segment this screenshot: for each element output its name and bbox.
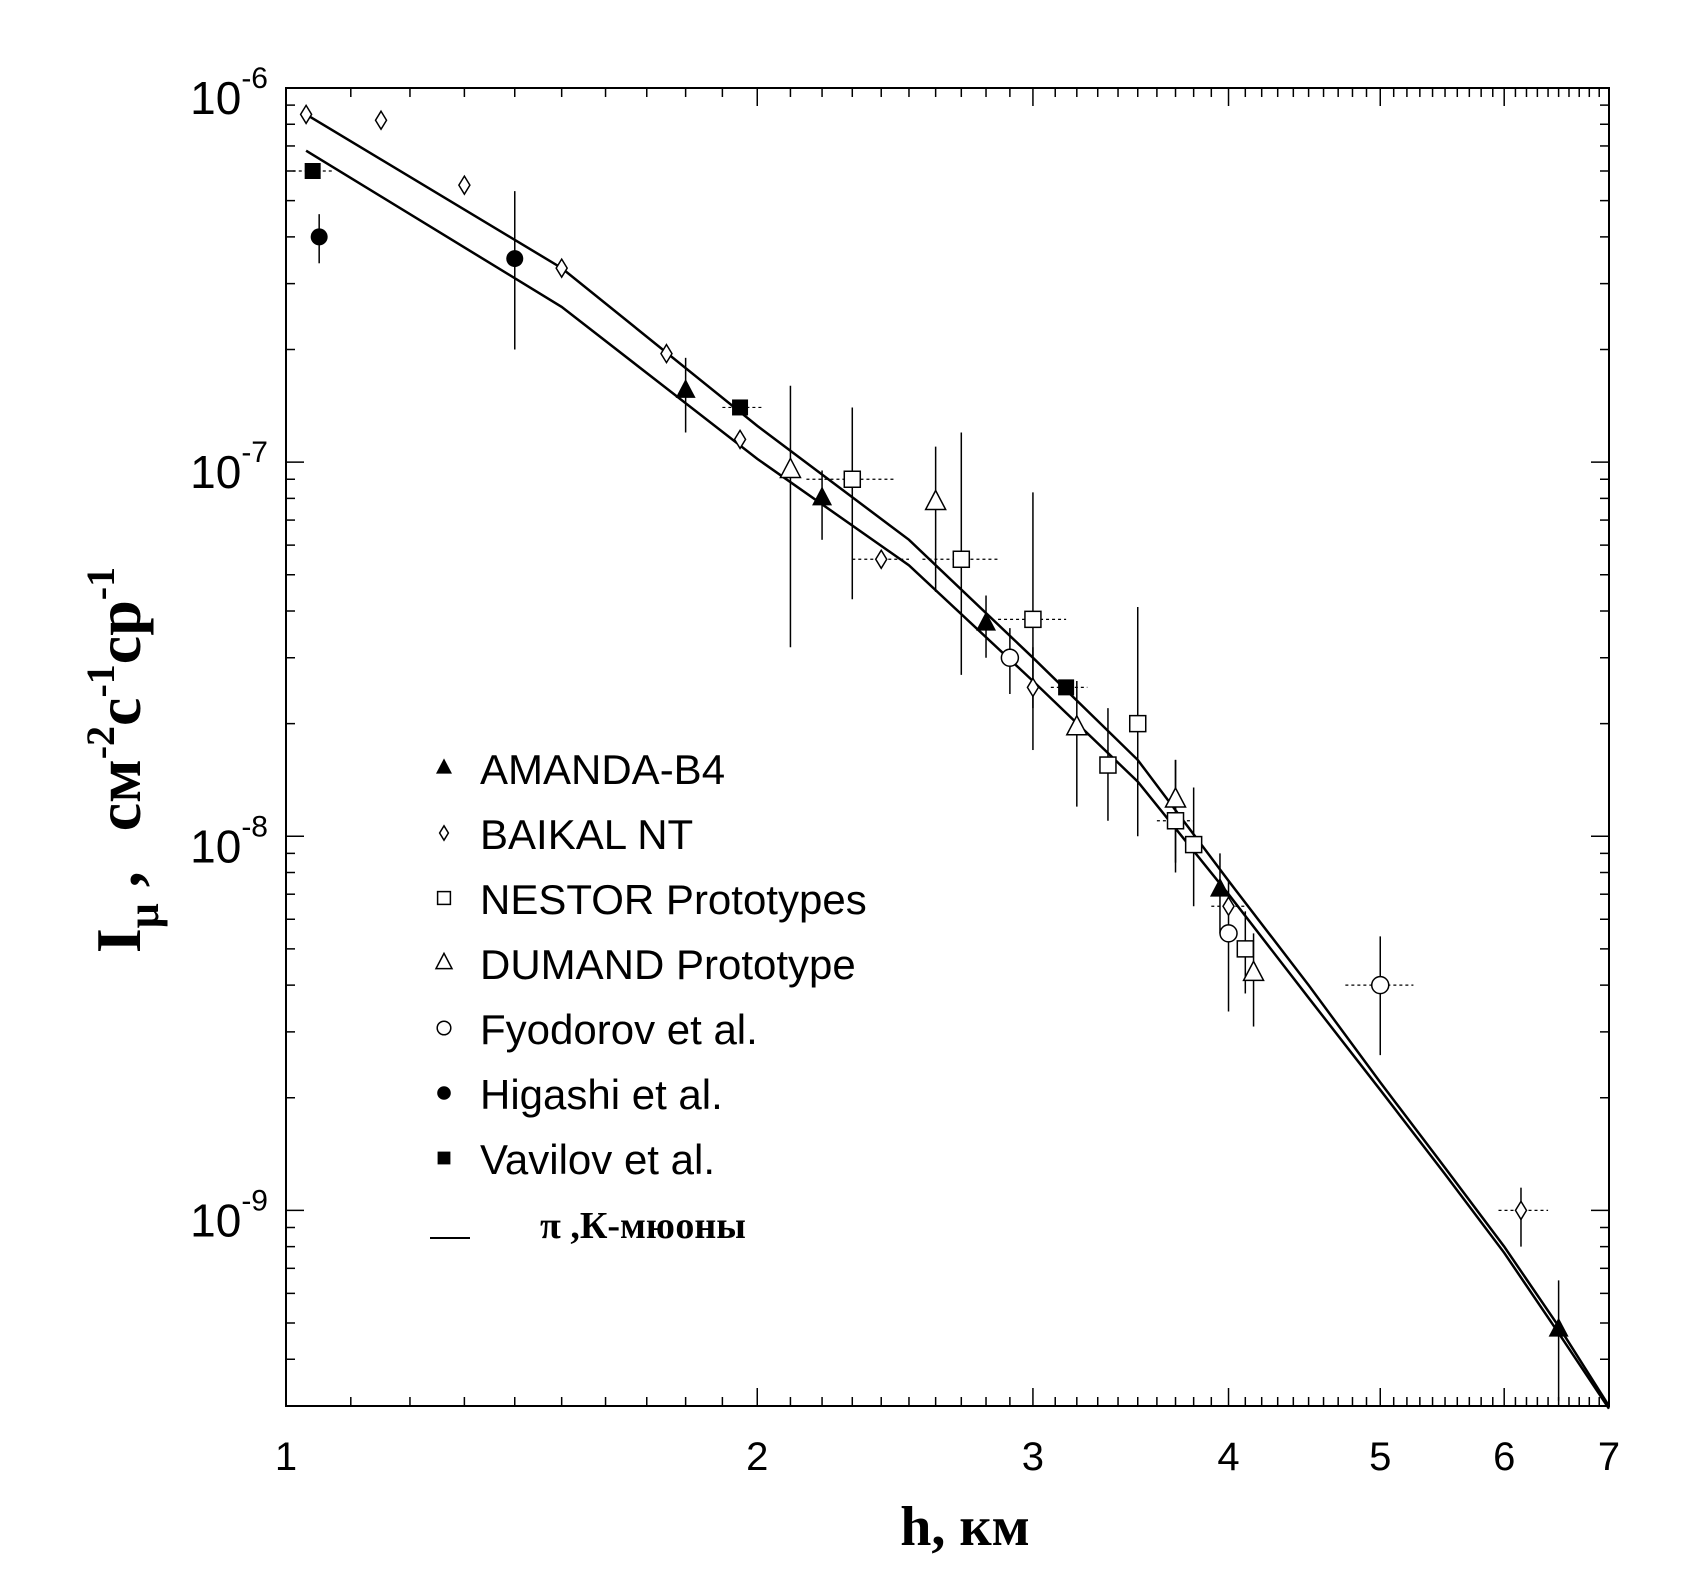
x-tick-label: 5 — [1369, 1435, 1391, 1479]
data-point — [1242, 959, 1265, 982]
data-point — [1514, 1199, 1528, 1221]
legend-label: Fyodorov et al. — [480, 1006, 758, 1053]
y-tick-label: 10-7 — [190, 436, 268, 498]
legend-marker — [436, 1020, 452, 1036]
legend-label: π ,К-мюоны — [540, 1205, 746, 1247]
data-point — [299, 103, 313, 125]
legend-label: AMANDA-B4 — [480, 746, 725, 793]
x-tick-label: 3 — [1022, 1435, 1044, 1479]
legend-marker — [437, 1086, 451, 1100]
legend-marker — [434, 951, 454, 970]
y-axis-title-main: I — [83, 928, 154, 953]
x-tick-label: 1 — [275, 1435, 297, 1479]
data-point — [1058, 679, 1075, 696]
data-point — [874, 548, 888, 570]
data-point — [732, 399, 749, 416]
y-axis-unit-2: с — [83, 698, 154, 726]
y-tick-label: 10-6 — [190, 62, 268, 124]
y-axis-unit-1-exp: -2 — [78, 726, 123, 759]
legend-marker — [438, 824, 450, 842]
y-axis-unit-3-exp: -1 — [78, 567, 123, 600]
data-point — [843, 470, 862, 488]
data-point — [1164, 786, 1187, 808]
data-point — [457, 174, 471, 196]
data-point — [1065, 714, 1089, 736]
x-tick-label: 4 — [1217, 1435, 1239, 1479]
y-axis-title-sub: μ — [119, 903, 168, 928]
x-tick-label: 7 — [1598, 1435, 1620, 1479]
data-point — [924, 488, 947, 511]
model-curve — [305, 113, 1611, 1407]
y-axis-title: Iμ ,см-2с-1ср-1 — [78, 567, 168, 953]
legend-label: BAIKAL NT — [480, 811, 693, 858]
data-point — [779, 456, 802, 479]
data-point — [1219, 924, 1238, 943]
data-point — [812, 486, 833, 506]
legend-marker — [437, 1151, 451, 1165]
legend-label: DUMAND Prototype — [480, 941, 856, 988]
data-point — [1548, 1317, 1569, 1337]
y-axis-unit-3: ср — [83, 600, 154, 664]
legend-label: Vavilov et al. — [480, 1136, 715, 1183]
data-point — [733, 428, 747, 450]
data-point — [1128, 714, 1147, 733]
legend: AMANDA-B4 BAIKAL NT NESTOR Prototypes DUMAN… — [430, 746, 867, 1247]
x-tick-labels: 1 2 3 4 5 6 7 — [275, 1435, 1620, 1479]
data-point — [1236, 940, 1255, 958]
y-axis-unit-2-exp: -1 — [78, 664, 123, 697]
x-tick-label: 6 — [1493, 1435, 1515, 1479]
data-point — [310, 228, 328, 246]
data-point — [555, 257, 569, 279]
data-point — [304, 162, 321, 179]
data-point — [1026, 676, 1040, 698]
data-markers — [299, 103, 1569, 1337]
data-point — [952, 550, 971, 569]
data-point — [675, 378, 696, 398]
minor-ticks — [285, 87, 1610, 1407]
data-point — [506, 250, 524, 268]
data-point — [1166, 812, 1185, 830]
legend-label: NESTOR Prototypes — [480, 876, 867, 923]
y-tick-label: 10-8 — [190, 810, 268, 872]
data-point — [1024, 610, 1042, 629]
y-tick-labels: 10-9 10-8 10-7 10-6 — [190, 62, 268, 1246]
data-point — [976, 611, 997, 631]
data-point — [1370, 975, 1390, 995]
data-point — [1209, 877, 1230, 897]
svg-text:Iμ ,см-2с-1ср-1: Iμ ,см-2с-1ср-1 — [78, 567, 168, 953]
data-point — [1000, 648, 1020, 667]
x-tick-label: 2 — [746, 1435, 768, 1479]
y-axis-unit-1: см — [83, 759, 154, 831]
legend-label: Higashi et al. — [480, 1071, 723, 1118]
y-axis-title-comma: , — [83, 871, 154, 903]
legend-marker — [436, 758, 452, 774]
data-point — [1184, 835, 1203, 854]
x-axis-title: h, км — [900, 1496, 1030, 1558]
data-point — [1099, 756, 1117, 774]
data-point — [1222, 895, 1235, 917]
data-point — [660, 343, 673, 365]
data-point — [374, 109, 388, 131]
legend-marker — [436, 890, 452, 906]
plot-frame — [285, 87, 1610, 1407]
y-tick-label: 10-9 — [190, 1184, 268, 1246]
